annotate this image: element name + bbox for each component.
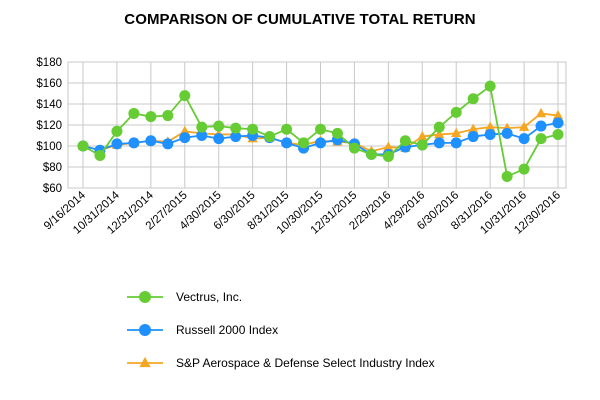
data-point [484, 128, 496, 140]
chart-title: COMPARISON OF CUMULATIVE TOTAL RETURN [124, 11, 476, 28]
legend-marker [139, 324, 151, 336]
data-point [450, 137, 462, 149]
data-point [552, 128, 564, 140]
data-point [179, 125, 190, 136]
data-point [111, 138, 123, 150]
y-tick-label: $120 [36, 120, 62, 132]
data-point [365, 148, 377, 160]
data-point [382, 151, 394, 162]
data-point [383, 141, 394, 151]
data-point [94, 149, 106, 161]
data-point [434, 128, 445, 139]
data-point [128, 107, 140, 119]
x-axis: 9/16/201410/31/201412/31/20142/27/20154/… [42, 189, 563, 237]
y-tick-label: $60 [43, 183, 62, 195]
data-point [264, 131, 276, 143]
legend-label: Russell 2000 Index [176, 323, 278, 337]
data-point [552, 117, 564, 129]
data-point [145, 135, 157, 147]
data-point [417, 130, 428, 141]
data-point [535, 133, 547, 145]
data-point [518, 133, 530, 145]
series-layer [77, 80, 564, 182]
data-point [399, 135, 411, 147]
legend: Vectrus, Inc. Russell 2000 Index S&P Aeros… [127, 290, 435, 370]
data-point [467, 131, 479, 143]
data-point [518, 121, 530, 131]
legend-label: S&P Aerospace & Defense Select Industry … [176, 356, 435, 370]
data-point [196, 130, 208, 141]
data-point [433, 121, 445, 133]
legend-marker [139, 291, 151, 303]
data-point [501, 127, 513, 139]
data-point [77, 140, 89, 152]
data-point [281, 137, 293, 149]
data-point [468, 123, 479, 133]
series-vectrus-inc [77, 80, 564, 182]
data-point [315, 137, 326, 149]
data-point [450, 106, 462, 118]
data-point [213, 120, 225, 132]
y-tick-label: $100 [36, 141, 62, 153]
data-point [518, 163, 530, 175]
data-point [145, 111, 157, 123]
data-point [247, 123, 259, 135]
plot-border [67, 61, 567, 189]
data-point [348, 142, 360, 154]
legend-item-russell-2000-index: Russell 2000 Index [127, 323, 278, 337]
data-point [451, 127, 462, 138]
data-point [111, 125, 123, 137]
data-point [179, 132, 191, 144]
y-tick-label: $80 [43, 162, 62, 174]
legend-item-vectrus-inc: Vectrus, Inc. [127, 290, 242, 304]
data-point [485, 121, 496, 131]
data-point [416, 139, 428, 151]
data-point [196, 121, 208, 133]
data-point [213, 133, 225, 145]
data-point [298, 137, 310, 149]
data-point [162, 138, 174, 150]
legend-label: Vectrus, Inc. [176, 290, 242, 304]
y-tick-label: $140 [36, 99, 62, 111]
data-point [162, 110, 174, 122]
data-point [331, 127, 343, 139]
y-tick-label: $180 [36, 57, 62, 69]
data-point [128, 137, 140, 149]
data-point [484, 80, 496, 92]
data-point [230, 131, 242, 143]
data-point [281, 123, 293, 135]
data-point [230, 122, 242, 134]
data-point [179, 90, 191, 102]
legend-marker [139, 356, 151, 368]
data-point [501, 170, 513, 182]
y-tick-label: $160 [36, 78, 62, 90]
data-point [433, 137, 445, 149]
data-point [467, 93, 479, 105]
legend-item-s-p-aerospace-defense-select-industry-index: S&P Aerospace & Defense Select Industry … [127, 356, 435, 370]
data-point [315, 123, 326, 135]
data-point [535, 120, 547, 132]
data-point [552, 109, 564, 120]
y-axis: $60 $80 $100 $120 $140 $160 $180 [36, 57, 62, 195]
data-point [535, 107, 547, 118]
